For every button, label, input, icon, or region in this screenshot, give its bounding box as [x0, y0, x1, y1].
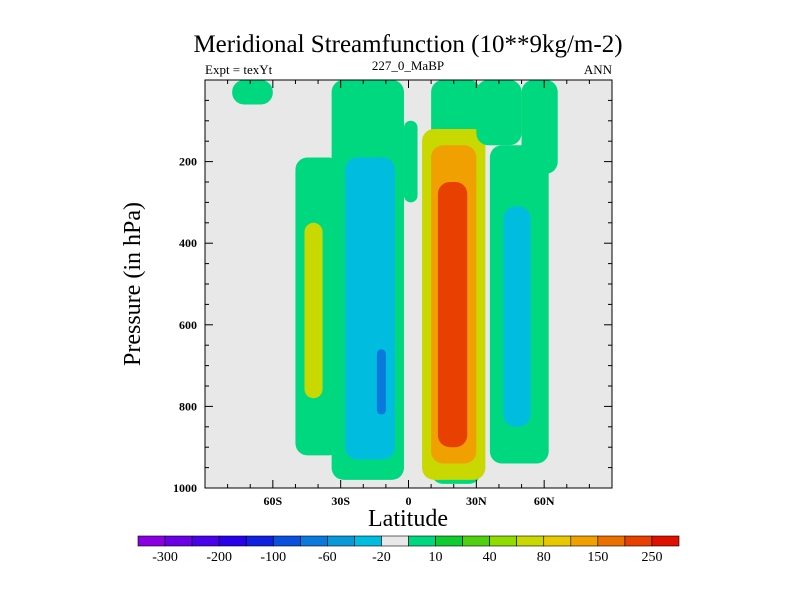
y-tick-label: 600 [179, 318, 197, 332]
colorbar-label: 10 [429, 550, 443, 565]
contour-fills [232, 80, 558, 484]
colorbar-label: -300 [152, 550, 178, 565]
contour-cell-5 [376, 349, 386, 415]
x-tick-label: 30N [466, 494, 487, 508]
contour-cell-4 [345, 157, 395, 460]
colorbar-swatch-4 [245, 535, 274, 547]
y-axis-title: Pressure (in hPa) [120, 202, 146, 366]
colorbar-label: 80 [537, 550, 551, 565]
contour-cell-0 [232, 80, 273, 105]
colorbar-swatch-2 [191, 535, 220, 547]
colorbar-swatch-14 [516, 535, 545, 547]
colorbar-swatch-12 [462, 535, 490, 547]
center-string: 227_0_MaBP [372, 58, 444, 73]
colorbar: -300 -200 -100 -60 -20 10 40 80 150 250 [137, 535, 680, 565]
colorbar-swatch-17 [597, 535, 626, 547]
colorbar-label: 250 [641, 550, 662, 565]
contour-cell-14 [521, 80, 558, 174]
colorbar-swatch-16 [570, 535, 599, 547]
colorbar-swatch-5 [272, 535, 301, 547]
colorbar-swatch-15 [543, 535, 572, 547]
colorbar-swatch-3 [218, 535, 247, 547]
x-tick-label: 0 [406, 494, 412, 508]
colorbar-swatch-6 [299, 535, 328, 547]
x-tick-label: 60S [263, 494, 282, 508]
contour-cell-2 [304, 222, 323, 399]
colorbar-swatch-8 [354, 535, 382, 547]
colorbar-label: -100 [260, 550, 286, 565]
colorbar-swatch-10 [408, 535, 436, 547]
axis-ticks: 60S 30S 0 30N 60N 200 400 600 800 1000 [173, 79, 613, 508]
contour-cell-10 [437, 182, 468, 448]
x-tick-label: 60N [534, 494, 555, 508]
contour-cell-6 [403, 120, 418, 203]
colorbar-swatch-18 [624, 535, 653, 547]
right-string: ANN [584, 62, 613, 77]
colorbar-swatch-13 [489, 535, 517, 547]
colorbar-label: 40 [483, 550, 497, 565]
colorbar-swatch-7 [327, 535, 355, 547]
colorbar-swatch-9 [381, 535, 409, 547]
colorbar-label: 150 [587, 550, 608, 565]
y-tick-label: 400 [179, 236, 197, 250]
y-tick-label: 1000 [173, 481, 197, 495]
colorbar-swatch-1 [164, 535, 193, 547]
chart-title: Meridional Streamfunction (10**9kg/m-2) [193, 31, 622, 58]
colorbar-label: -60 [318, 550, 337, 565]
left-string: Expt = texYt [205, 62, 273, 77]
colorbar-label: -20 [372, 550, 391, 565]
plot-area: 60S 30S 0 30N 60N 200 400 600 800 1000 [173, 79, 613, 508]
colorbar-swatch-11 [435, 535, 463, 547]
x-tick-label: 30S [331, 494, 350, 508]
y-tick-label: 200 [179, 155, 197, 169]
contour-cell-13 [503, 206, 531, 427]
colorbar-swatch-19 [651, 535, 680, 547]
colorbar-label: -200 [206, 550, 232, 565]
y-tick-label: 800 [179, 399, 197, 413]
x-axis-title: Latitude [368, 506, 448, 532]
colorbar-swatch-0 [137, 535, 166, 547]
contour-cell-11 [476, 80, 522, 146]
